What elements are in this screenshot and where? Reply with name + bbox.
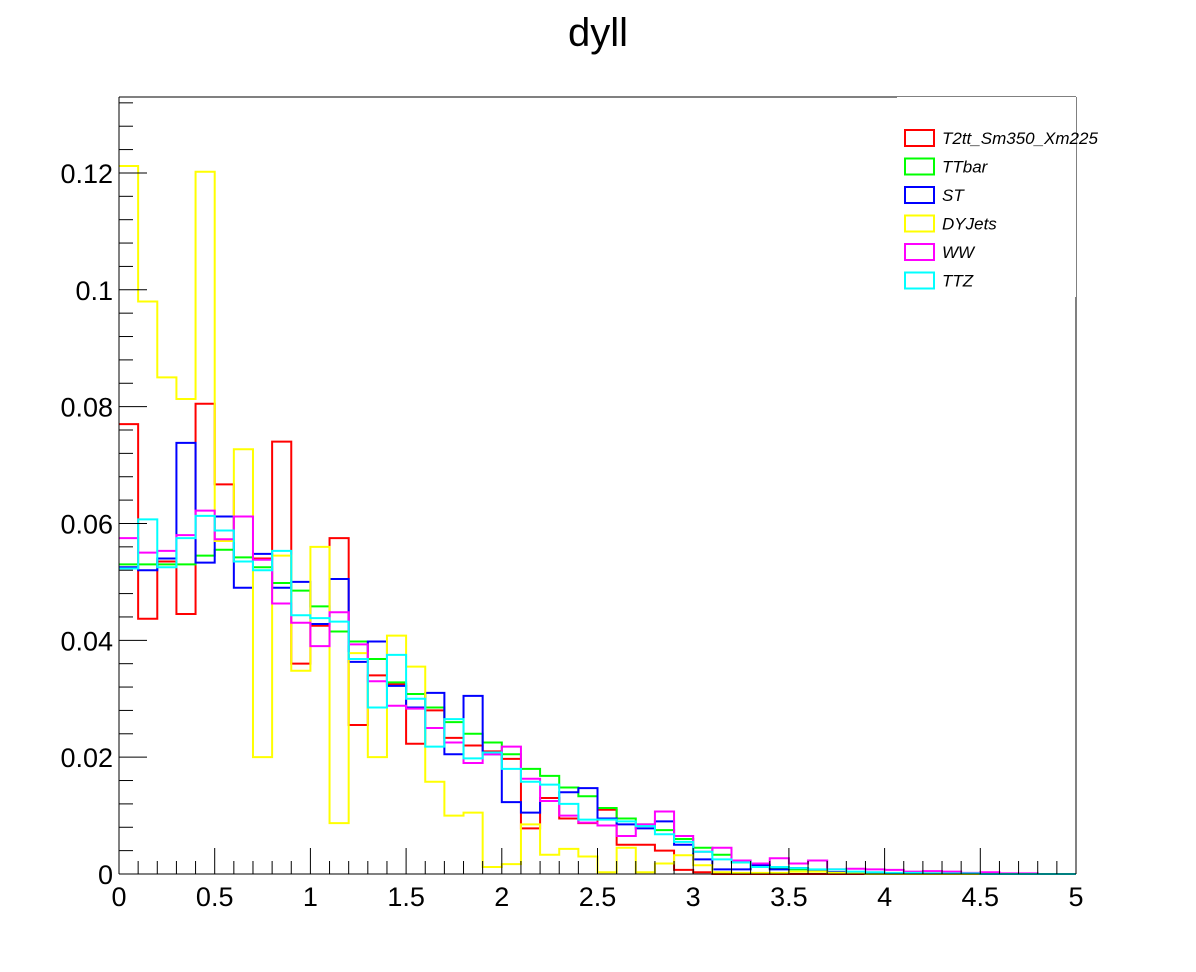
legend-swatch xyxy=(904,271,935,290)
legend-label: TTZ xyxy=(942,272,974,291)
legend: T2tt_Sm350_Xm225 TTbar ST DYJets WW TTZ xyxy=(897,97,1098,297)
series-line-ww xyxy=(119,509,1076,875)
x-tick-label: 3 xyxy=(686,882,701,912)
chart-title: dyll xyxy=(568,11,628,55)
y-tick-label: 0 xyxy=(98,860,113,890)
legend-swatch xyxy=(904,129,935,147)
x-tick-label: 0.5 xyxy=(196,882,234,912)
y-tick-label: 0.06 xyxy=(60,509,113,539)
legend-label: TTbar xyxy=(942,158,989,177)
x-tick-label: 1 xyxy=(303,882,318,912)
y-tick-label: 0.04 xyxy=(60,626,113,656)
x-tick-label: 4 xyxy=(877,882,892,912)
x-tick-label: 0 xyxy=(111,882,126,912)
legend-label: WW xyxy=(942,243,976,262)
x-tick-label: 2 xyxy=(494,882,509,912)
axis-ticks: 0 0.5 1 1.5 2 2.5 3 3.5 4 4.5 5 0 0.02 0.04 0.06 0.08 0.… xyxy=(60,102,1084,912)
y-tick-label: 0.12 xyxy=(60,159,113,189)
x-tick-label: 2.5 xyxy=(579,882,617,912)
y-tick-label: 0.02 xyxy=(60,743,113,773)
legend-swatch xyxy=(904,214,935,233)
legend-swatch xyxy=(904,186,935,204)
y-tick-label: 0.1 xyxy=(75,276,113,306)
legend-swatch xyxy=(904,243,935,261)
series-line-dyjets xyxy=(119,164,1076,875)
legend-label: DYJets xyxy=(942,215,997,234)
x-tick-label: 1.5 xyxy=(387,882,425,912)
legend-label: T2tt_Sm350_Xm225 xyxy=(942,129,1098,148)
legend-background xyxy=(897,97,1076,297)
x-tick-label: 3.5 xyxy=(770,882,808,912)
x-tick-label: 4.5 xyxy=(962,882,1000,912)
x-tick-label: 5 xyxy=(1068,882,1083,912)
legend-swatch xyxy=(904,157,935,176)
y-tick-label: 0.08 xyxy=(60,393,113,423)
legend-label: ST xyxy=(942,186,965,205)
